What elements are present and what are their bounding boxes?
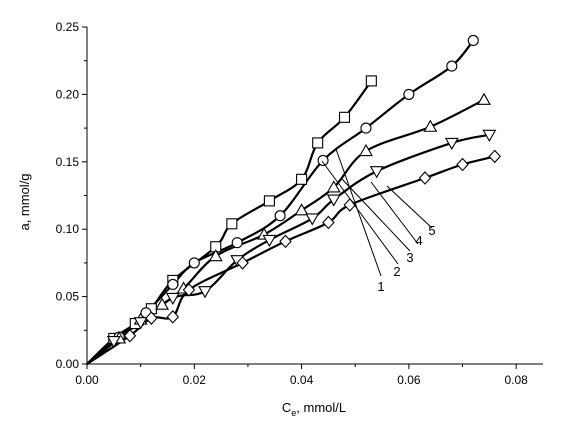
axes: 0.00 0.02 0.04 0.06 0.08 0.00 0.05 0.10 0.15 0.20… [56, 20, 543, 387]
x-axis-title: Ce, mmol/L [282, 400, 346, 418]
callout-line-3 [341, 178, 411, 252]
series-4-point [369, 166, 384, 179]
series-5-point [279, 234, 292, 249]
series-5-point [488, 149, 501, 164]
series-3-point [155, 297, 170, 310]
callout-label-5: 5 [428, 223, 435, 238]
series-5-point [145, 311, 158, 325]
series-2-point [167, 278, 179, 291]
series-4-point [262, 234, 277, 248]
y-tick-label: 0.20 [56, 87, 80, 101]
x-tick-label: 0.08 [504, 373, 528, 387]
x-tick-label: 0.04 [290, 373, 314, 387]
series-3-point [423, 119, 438, 132]
series-5-point [322, 215, 335, 230]
series-5-point [182, 283, 196, 297]
series-1-point [312, 137, 324, 149]
series-4-point [106, 336, 121, 349]
series-5-point [166, 310, 180, 324]
series-2-point [231, 237, 243, 249]
series-1-point [226, 218, 238, 230]
y-tick-label: 0.15 [56, 155, 80, 169]
series-5-point [456, 157, 469, 172]
callout-line-1 [335, 148, 382, 277]
y-tick-label: 0.05 [56, 290, 80, 304]
series-5-point [418, 171, 432, 185]
y-tick-label: 0.10 [56, 222, 80, 236]
series-1-point [263, 195, 275, 207]
series-2-point [467, 34, 479, 47]
series-3-point [208, 249, 223, 262]
y-tick-label: 0.00 [56, 357, 80, 371]
series-4-point [444, 137, 459, 151]
series-3-point [477, 92, 491, 105]
series-markers [106, 34, 501, 349]
series-2-point [317, 154, 329, 167]
series-5-point [343, 198, 357, 212]
series-2-point [274, 210, 286, 222]
series-3-point [359, 143, 373, 157]
callout-label-1: 1 [377, 279, 384, 294]
series-1-point [296, 173, 308, 185]
series-5-point [236, 256, 249, 270]
callout-label-2: 2 [393, 264, 400, 279]
x-tick-label: 0.02 [183, 373, 207, 387]
series-4-point [165, 292, 180, 306]
x-tick-label: 0.00 [75, 373, 99, 387]
y-tick-label: 0.25 [56, 20, 80, 34]
callout-line-5 [386, 185, 433, 229]
series-4-line [86, 133, 490, 365]
series-4-point [326, 194, 341, 207]
series-2-point [188, 257, 200, 269]
callout-label-3: 3 [406, 250, 413, 265]
callout-line-2 [321, 160, 399, 265]
series-2-point [360, 122, 372, 134]
series-5-point [123, 328, 137, 343]
x-tick-label: 0.06 [397, 373, 421, 387]
callout-line-4 [370, 181, 419, 245]
series-4-point [133, 317, 148, 330]
series-3-point [294, 203, 309, 216]
series-4-point [482, 129, 497, 142]
series-3-point [326, 180, 341, 193]
series-2-point [446, 60, 458, 72]
series-1-point [338, 111, 351, 123]
series-1-point [365, 75, 377, 87]
series-2-point [403, 88, 415, 100]
series-4-point [305, 213, 320, 226]
series-4-point [198, 286, 212, 299]
callout-label-4: 4 [415, 233, 422, 248]
y-axis-title: a, mmol/g [17, 173, 32, 230]
